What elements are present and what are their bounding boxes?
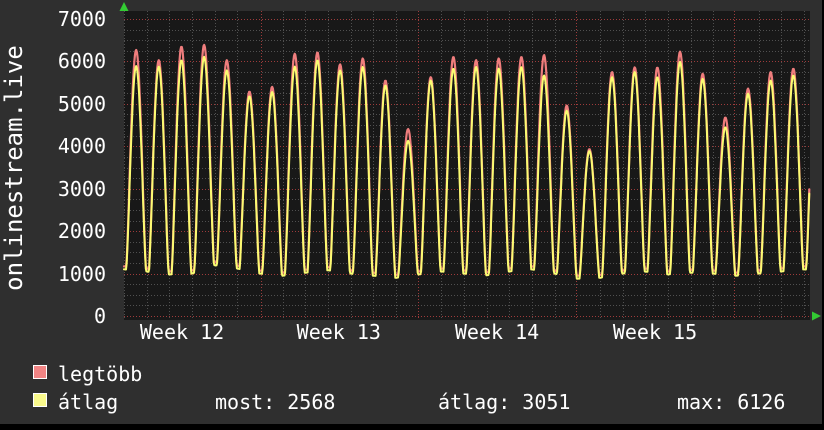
x-tick-label: Week 14	[454, 320, 540, 344]
y-tick-label: 7000	[57, 7, 106, 31]
x-tick-label: Week 12	[139, 320, 225, 344]
stat-max: max: 6126	[677, 390, 786, 414]
bevel-shade-right	[822, 0, 824, 430]
legend-swatch-atlag	[33, 393, 47, 407]
y-tick-label: 1000	[57, 261, 106, 286]
x-tick-label: Week 13	[296, 320, 381, 344]
y-tick-label: 5000	[57, 91, 106, 116]
y-tick-label: 6000	[57, 49, 106, 74]
legend-label-legtobb: legtöbb	[58, 362, 143, 386]
stat-most: most: 2568	[215, 390, 336, 414]
bevel-shade-bottom	[0, 424, 824, 430]
y-tick-label: 4000	[57, 134, 106, 159]
y-tick-label: 3000	[57, 176, 106, 201]
stat-atlag: átlag: 3051	[438, 390, 571, 414]
y-tick-label: 0	[93, 304, 106, 328]
x-tick-label: Week 15	[612, 320, 698, 344]
y-tick-label: 2000	[57, 219, 106, 244]
legend-label-atlag: átlag	[58, 390, 119, 414]
legend-swatch-legtobb	[33, 365, 47, 379]
